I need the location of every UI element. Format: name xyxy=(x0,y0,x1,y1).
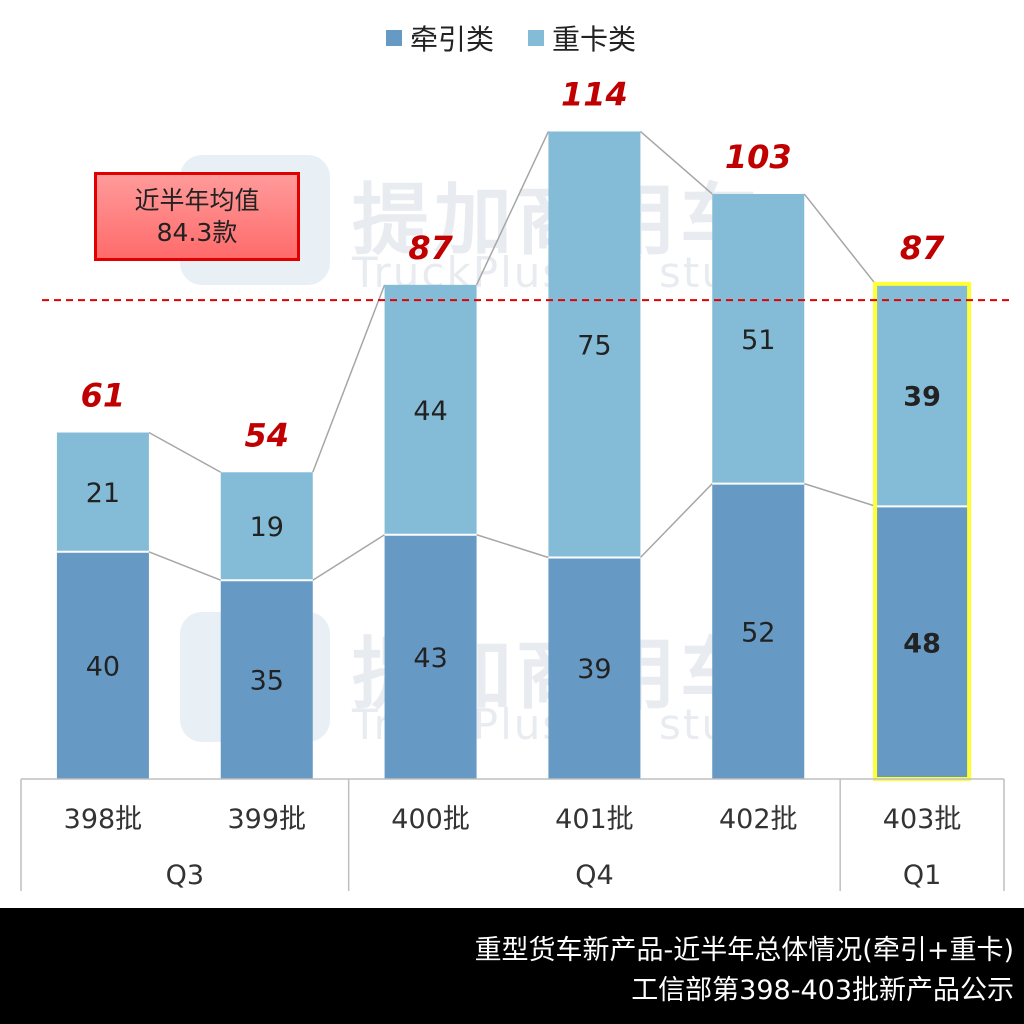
bar-heavy-4 xyxy=(712,193,805,484)
label-total-2: 87 xyxy=(408,229,453,267)
tick-label-3: 401批 xyxy=(555,804,634,835)
label-heavy-3: 75 xyxy=(577,330,611,361)
legend: 牵引类 重卡类 xyxy=(386,23,636,56)
tick-label-0: 398批 xyxy=(64,804,143,835)
legend-label-traction: 牵引类 xyxy=(410,23,494,56)
footer-banner: 重型货车新产品-近半年总体情况(牵引+重卡) 工信部第398-403批新产品公示 xyxy=(0,908,1024,1024)
bar-heavy-2 xyxy=(384,284,477,535)
bar-traction-4 xyxy=(712,483,805,779)
connector-top-1 xyxy=(312,284,386,473)
legend-swatch-traction xyxy=(386,30,402,46)
tick-label-2: 400批 xyxy=(391,804,470,835)
bar-traction-0 xyxy=(56,551,149,779)
connector-mid-1 xyxy=(312,534,385,581)
label-total-0: 61 xyxy=(81,377,126,415)
label-heavy-0: 21 xyxy=(86,478,120,509)
label-heavy-2: 44 xyxy=(413,396,447,427)
bar-traction-3 xyxy=(548,557,641,779)
connector-mid-4 xyxy=(804,482,877,508)
legend-swatch-heavy xyxy=(528,30,544,46)
label-traction-0: 40 xyxy=(86,651,120,682)
average-callout-value: 84.3款 xyxy=(156,217,238,247)
tick-label-1: 399批 xyxy=(227,804,306,835)
connector-mid-2 xyxy=(476,534,549,559)
label-traction-1: 35 xyxy=(250,666,284,697)
connector-top-4 xyxy=(803,193,877,286)
group-label-0: Q3 xyxy=(166,860,204,891)
label-traction-2: 43 xyxy=(413,643,447,674)
bar-traction-5 xyxy=(876,506,969,779)
tick-label-4: 402批 xyxy=(719,804,798,835)
label-total-1: 54 xyxy=(244,416,289,454)
footer-subtitle: 工信部第398-403批新产品公示 xyxy=(631,975,1014,1006)
bar-heavy-5 xyxy=(876,284,969,507)
bar-heavy-3 xyxy=(548,131,641,558)
group-label-1: Q4 xyxy=(575,860,613,891)
label-traction-5: 48 xyxy=(903,629,941,660)
connector-mid-0 xyxy=(148,551,222,581)
bar-traction-2 xyxy=(384,534,477,779)
footer-title: 重型货车新产品-近半年总体情况(牵引+重卡) xyxy=(474,935,1014,966)
connector-lines xyxy=(148,130,877,581)
connector-mid-3 xyxy=(639,483,713,559)
label-total-4: 103 xyxy=(725,138,792,176)
label-traction-3: 39 xyxy=(577,654,611,685)
group-label-2: Q1 xyxy=(903,860,941,891)
label-heavy-4: 51 xyxy=(741,325,775,356)
label-heavy-1: 19 xyxy=(250,512,284,543)
bars: 40 21 61 35 19 54 43 44 87 39 75 114 52 51 103 48 39 87 xyxy=(56,75,972,781)
bar-heavy-1 xyxy=(220,472,313,581)
bar-traction-1 xyxy=(220,580,313,779)
connector-top-0 xyxy=(148,431,222,473)
average-callout: 近半年均值 84.3款 xyxy=(94,172,300,261)
label-heavy-5: 39 xyxy=(903,382,941,413)
tick-label-5: 403批 xyxy=(883,804,962,835)
average-callout-title: 近半年均值 xyxy=(134,185,260,215)
label-total-3: 114 xyxy=(561,75,628,113)
legend-label-heavy: 重卡类 xyxy=(552,23,636,56)
label-total-5: 87 xyxy=(900,229,945,267)
x-axis: 398批 399批 400批 401批 402批 403批 Q3 Q4 Q1 xyxy=(20,778,1005,891)
connector-top-3 xyxy=(639,130,713,195)
stacked-bar-chart: 牵引类 重卡类 40 21 61 35 19 54 43 44 87 39 75 114 52 51 103… xyxy=(20,23,1012,891)
label-traction-4: 52 xyxy=(741,617,775,648)
connector-top-2 xyxy=(475,131,550,286)
bar-heavy-0 xyxy=(56,432,149,552)
